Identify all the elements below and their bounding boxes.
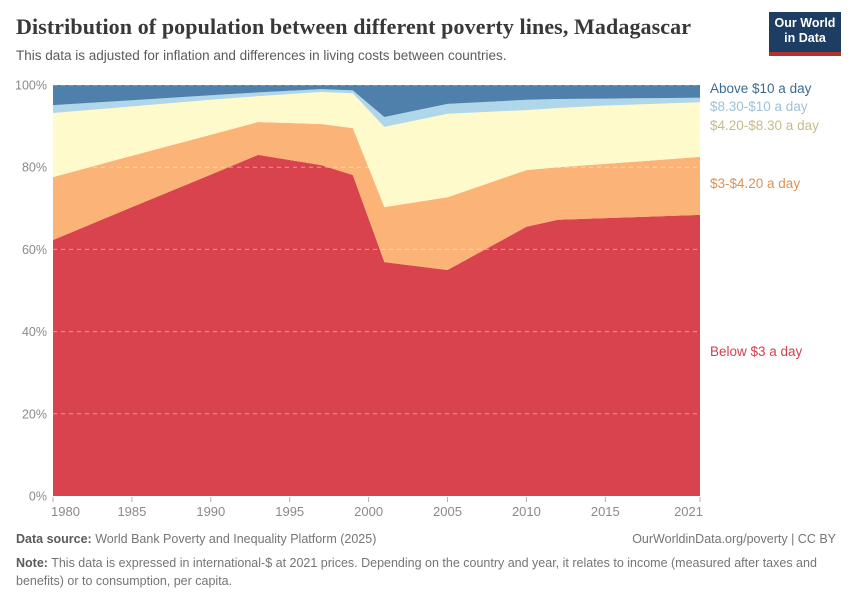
note-label: Note: [16, 556, 48, 570]
owid-logo-line1: Our World [774, 16, 836, 30]
area-series-3[interactable] [53, 91, 700, 208]
x-axis-label: 2010 [512, 504, 541, 519]
y-axis-label: 20% [22, 407, 47, 421]
area-series-5[interactable] [53, 85, 700, 118]
data-source-line: Data source: World Bank Poverty and Ineq… [16, 532, 376, 546]
footer-link[interactable]: OurWorldinData.org/poverty | CC BY [632, 532, 836, 546]
legend-label[interactable]: $4.20-$8.30 a day [710, 118, 819, 133]
page-subtitle: This data is adjusted for inflation and … [16, 48, 507, 63]
page-title: Distribution of population between diffe… [16, 14, 692, 39]
y-axis-label: 100% [15, 79, 47, 93]
x-axis-label: 1985 [117, 504, 146, 519]
x-axis-label: 2000 [354, 504, 383, 519]
owid-logo[interactable]: Our World in Data [769, 12, 841, 56]
note-text: This data is expressed in international-… [16, 556, 817, 589]
legend-label[interactable]: $8.30-$10 a day [710, 99, 808, 114]
y-axis-label: 40% [22, 325, 47, 339]
legend-label[interactable]: Above $10 a day [710, 81, 812, 96]
legend-label[interactable]: $3-$4.20 a day [710, 176, 801, 191]
area-series-2[interactable] [53, 121, 700, 270]
area-series-4[interactable] [53, 89, 700, 127]
legend-label[interactable]: Below $3 a day [710, 344, 803, 359]
y-axis-label: 0% [29, 490, 47, 504]
stacked-area-chart[interactable]: 0% 20% 40% 60% 80% 100% 1980 1985 1990 1995 2000 20… [0, 0, 850, 530]
note-line: Note: This data is expressed in internat… [16, 554, 828, 590]
x-axis-label: 2005 [433, 504, 462, 519]
y-axis-label: 60% [22, 243, 47, 257]
x-axis-label: 1995 [275, 504, 304, 519]
x-axis-label: 1990 [196, 504, 225, 519]
x-axis-label: 1980 [51, 504, 80, 519]
data-source-label: Data source: [16, 532, 92, 546]
data-source-text: World Bank Poverty and Inequality Platfo… [91, 532, 377, 546]
y-axis-label: 80% [22, 161, 47, 175]
x-axis-label: 2021 [674, 504, 703, 519]
x-axis-label: 2015 [591, 504, 620, 519]
owid-logo-line2: in Data [784, 31, 826, 45]
chart-footer: Data source: World Bank Poverty and Ineq… [16, 532, 836, 590]
area-series-1[interactable] [53, 154, 700, 496]
